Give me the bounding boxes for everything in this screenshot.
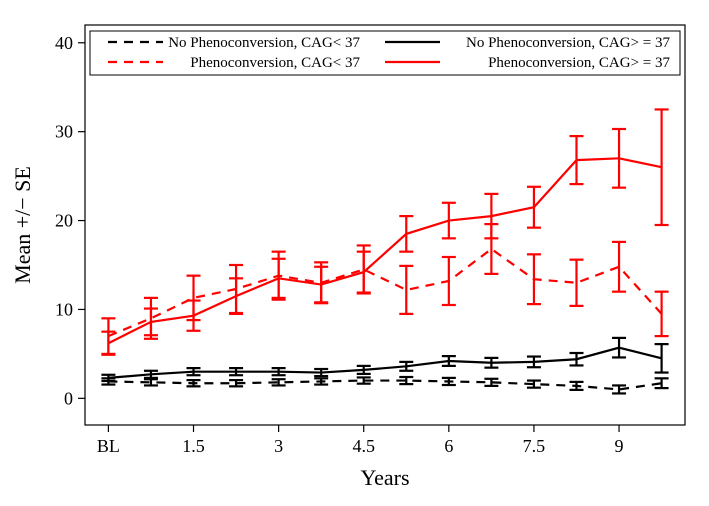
x-tick-label: 4.5 — [352, 436, 375, 456]
y-tick-label: 0 — [64, 388, 73, 408]
y-axis-title: Mean +/− SE — [10, 166, 35, 284]
y-tick-label: 20 — [55, 211, 73, 231]
series-noPheno_ge37 — [101, 338, 668, 381]
x-axis-title: Years — [360, 465, 409, 490]
plot-area — [85, 25, 685, 425]
legend-label: No Phenoconversion, CAG< 37 — [168, 35, 360, 51]
x-tick-label: BL — [97, 436, 120, 456]
x-tick-label: 1.5 — [182, 436, 205, 456]
x-tick-label: 9 — [615, 436, 624, 456]
series-line — [108, 249, 661, 336]
series-pheno_lt37 — [101, 224, 668, 354]
series-line — [108, 158, 661, 343]
line-chart: 0 10 20 30 40 Mean +/− SE BL 1.5 3 4.5 6 7.5 9 Years N… — [0, 0, 709, 506]
series-noPheno_lt37 — [101, 377, 668, 393]
x-tick-label: 3 — [274, 436, 283, 456]
legend-label: Phenoconversion, CAG> = 37 — [488, 55, 670, 71]
x-tick-label: 7.5 — [523, 436, 546, 456]
legend-label: No Phenoconversion, CAG> = 37 — [466, 35, 670, 51]
chart-container: 0 10 20 30 40 Mean +/− SE BL 1.5 3 4.5 6 7.5 9 Years N… — [0, 0, 709, 506]
legend-label: Phenoconversion, CAG< 37 — [190, 55, 360, 71]
y-tick-label: 30 — [55, 122, 73, 142]
x-tick-label: 6 — [444, 436, 453, 456]
y-tick-label: 40 — [55, 33, 73, 53]
series-pheno_ge37 — [101, 109, 668, 354]
y-tick-label: 10 — [55, 299, 73, 319]
